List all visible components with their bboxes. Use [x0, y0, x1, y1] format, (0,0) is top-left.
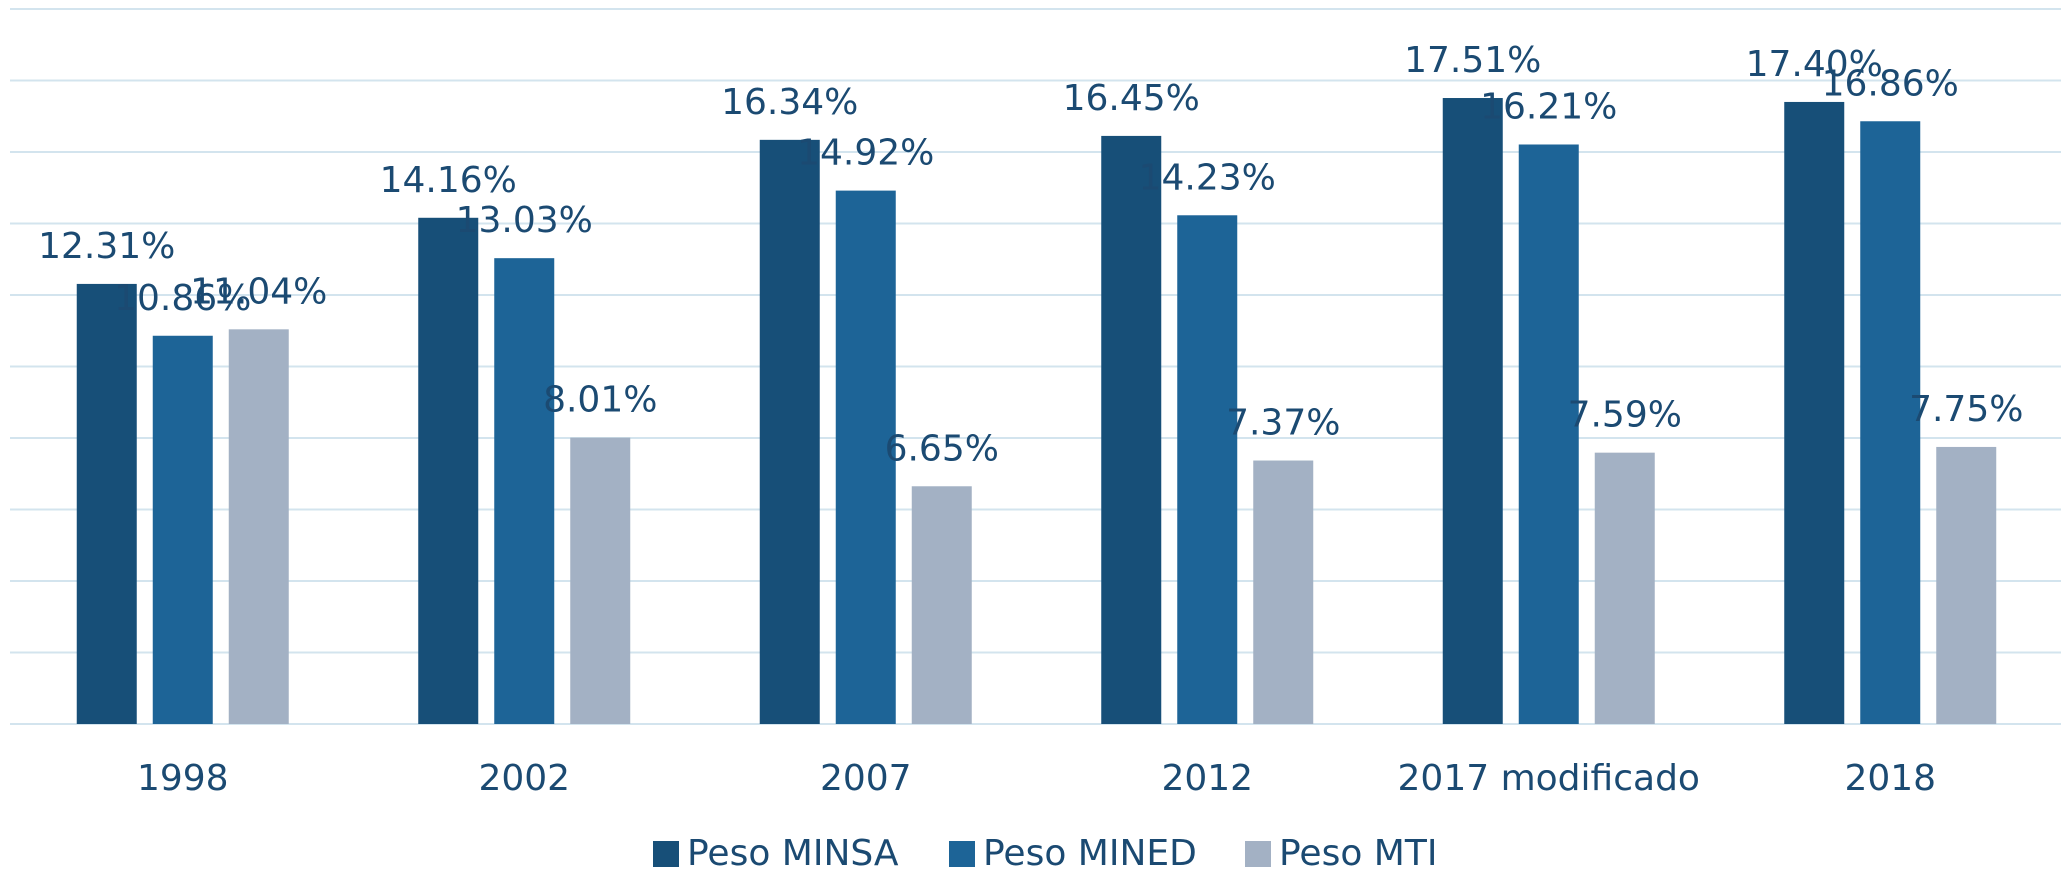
bar [835, 190, 896, 725]
data-label: 11.04% [190, 271, 327, 312]
data-label: 16.45% [1063, 78, 1200, 119]
bar [759, 139, 820, 725]
legend-label: Peso MINSA [687, 833, 899, 872]
bar [1936, 446, 1997, 724]
legend-swatch [1245, 841, 1271, 867]
bar [228, 329, 289, 724]
bar [1101, 135, 1162, 725]
bar [911, 486, 972, 724]
x-tick-label: 2018 [1844, 758, 1936, 799]
bar [494, 258, 555, 724]
bar [1860, 121, 1921, 724]
data-label: 17.51% [1404, 40, 1541, 81]
data-label: 16.21% [1480, 86, 1617, 127]
legend-label: Peso MINED [983, 833, 1197, 872]
legend-label: Peso MTI [1279, 833, 1437, 872]
legend-swatch [949, 841, 975, 867]
bar [1784, 101, 1845, 724]
legend-swatch [653, 841, 679, 867]
x-tick-label: 2002 [478, 758, 570, 799]
data-label: 12.31% [38, 226, 175, 267]
data-label: 10.86% [114, 278, 251, 319]
data-label: 8.01% [543, 380, 657, 421]
data-label: 14.92% [797, 133, 934, 174]
data-label: 16.34% [721, 82, 858, 123]
x-tick-label: 1998 [137, 758, 229, 799]
x-tick-label: 2007 [820, 758, 912, 799]
bar [1518, 144, 1579, 724]
bar [1253, 460, 1314, 724]
data-label: 7.75% [1909, 389, 2023, 430]
bar [1177, 215, 1238, 724]
data-label: 16.86% [1822, 63, 1959, 104]
data-label: 14.23% [1139, 157, 1276, 198]
x-tick-label: 2012 [1161, 758, 1253, 799]
data-label: 13.03% [456, 200, 593, 241]
data-label: 17.40% [1746, 44, 1883, 85]
data-label: 14.16% [380, 160, 517, 201]
data-label: 7.37% [1226, 403, 1340, 444]
bar [570, 437, 631, 724]
x-tick-label: 2017 modificado [1398, 758, 1700, 799]
data-label: 6.65% [885, 428, 999, 469]
bar [1442, 98, 1503, 724]
data-label: 7.59% [1568, 395, 1682, 436]
bar [76, 283, 137, 724]
bar [418, 217, 479, 724]
bar [1594, 452, 1655, 724]
bar [152, 335, 213, 724]
